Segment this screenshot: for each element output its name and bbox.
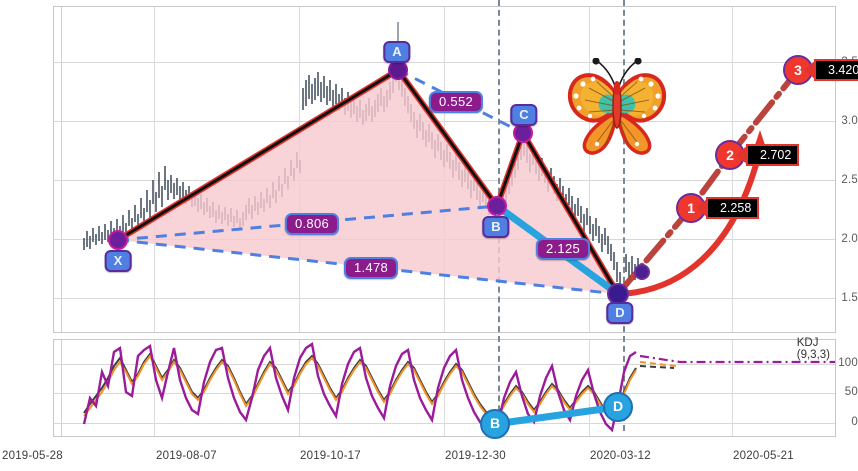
target-value-1[interactable]: 2.258 [706, 197, 760, 219]
target-value-2[interactable]: 2.702 [746, 144, 800, 166]
ytick-price-2: 2.5 [841, 174, 858, 186]
point-label-d[interactable]: D [606, 302, 634, 324]
target-marker-3[interactable]: 3 [783, 55, 813, 85]
price-panel-inner-border [61, 7, 62, 332]
ytick-kdj-0: 100 [838, 357, 858, 369]
kdj-gridline-v-5 [732, 340, 733, 436]
kdj-panel [53, 339, 836, 437]
ytick-price-4: 1.5 [841, 292, 858, 304]
kdj-indicator-title: KDJ (9,3,3) [796, 337, 830, 361]
gridline-v-4 [589, 7, 590, 332]
gridline-v-1 [154, 7, 155, 332]
xtick-5: 2020-05-21 [733, 450, 794, 462]
kdj-panel-inner-border [61, 340, 62, 436]
point-label-c[interactable]: C [510, 104, 538, 126]
ytick-price-3: 2.0 [841, 233, 858, 245]
xtick-0: 2019-05-28 [2, 450, 63, 462]
xtick-3: 2019-12-30 [445, 450, 506, 462]
gridline-v-3 [444, 7, 445, 332]
kdj-marker-d[interactable]: D [603, 392, 633, 422]
ratio-label-bd[interactable]: 2.125 [535, 238, 591, 260]
xtick-2: 2019-10-17 [300, 450, 361, 462]
ytick-kdj-2: 0 [851, 416, 858, 428]
kdj-gridline-v-4 [589, 340, 590, 436]
ytick-price-1: 3.0 [841, 115, 858, 127]
xtick-1: 2019-08-07 [156, 450, 217, 462]
kdj-gridline-v-2 [299, 340, 300, 436]
kdj-gridline-v-3 [444, 340, 445, 436]
price-panel [53, 6, 836, 333]
point-label-b[interactable]: B [482, 216, 510, 238]
kdj-gridline-v-1 [154, 340, 155, 436]
butterfly-pattern-icon [567, 58, 667, 155]
gridline-v-2 [299, 7, 300, 332]
ytick-kdj-1: 50 [844, 386, 858, 398]
point-label-x[interactable]: X [104, 250, 132, 272]
point-label-a[interactable]: A [383, 41, 411, 63]
ratio-label-xd[interactable]: 1.478 [343, 257, 399, 279]
kdj-marker-b[interactable]: B [480, 409, 510, 439]
xtick-4: 2020-03-12 [590, 450, 651, 462]
target-value-3[interactable]: 3.420 [814, 59, 858, 81]
ratio-label-ac[interactable]: 0.552 [428, 91, 484, 113]
ratio-label-xb[interactable]: 0.806 [284, 213, 340, 235]
